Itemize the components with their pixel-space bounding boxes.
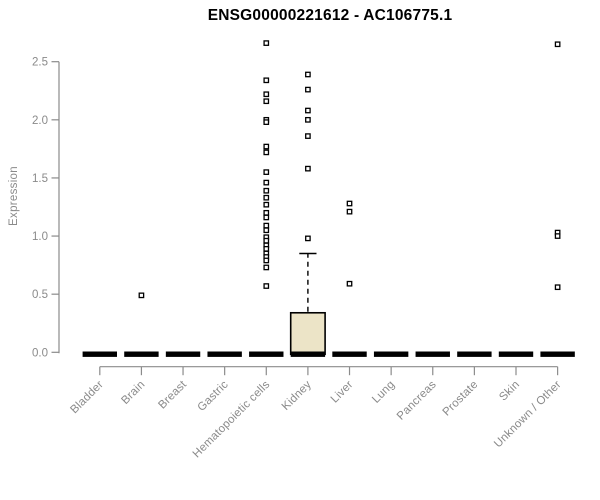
outlier-point	[263, 227, 270, 234]
outlier-point	[305, 86, 311, 93]
outlier-point	[263, 201, 270, 208]
outlier-point	[263, 98, 270, 105]
median-bar	[82, 351, 117, 357]
outlier-point	[554, 233, 561, 239]
x-category-label: Pancreas	[395, 379, 439, 423]
median-bar	[332, 351, 367, 357]
x-category-label: Lung	[370, 379, 397, 406]
x-category-label: Prostate	[441, 379, 481, 419]
y-tick-label: 0.5	[32, 289, 48, 301]
outlier-point	[263, 169, 270, 175]
outlier-point	[305, 107, 311, 114]
x-category-label: Gastric	[196, 379, 231, 414]
outlier-point	[263, 257, 270, 264]
x-category-label: Breast	[156, 378, 189, 411]
median-bar	[540, 351, 575, 357]
outlier-point	[263, 119, 270, 125]
outlier-point	[263, 91, 270, 98]
x-category-label: Skin	[497, 379, 522, 404]
median-bar	[165, 351, 201, 357]
outlier-point	[346, 208, 353, 215]
x-category-label: Liver	[329, 379, 356, 406]
chart-title: ENSG00000221612 - AC106775.1	[207, 7, 453, 24]
outlier-point	[263, 283, 270, 289]
outlier-point	[305, 116, 311, 123]
median-bar	[373, 351, 409, 357]
outlier-point	[263, 214, 270, 221]
y-tick-label: 2.5	[32, 57, 48, 69]
x-category-label: Kidney	[280, 379, 314, 413]
outlier-point	[138, 292, 145, 299]
outlier-point	[346, 200, 353, 207]
outlier-point	[263, 237, 270, 244]
box	[289, 311, 326, 356]
outlier-point	[346, 280, 353, 287]
median-bar	[124, 351, 159, 357]
outlier-point	[305, 235, 311, 242]
y-tick-label: 0.0	[32, 347, 48, 359]
outlier-point	[263, 143, 270, 150]
outlier-point	[263, 77, 270, 84]
outlier-point	[263, 222, 270, 229]
y-tick-label: 1.5	[32, 173, 48, 185]
x-category-label: Bladder	[68, 379, 106, 417]
median-bar	[457, 351, 492, 357]
outlier-point	[554, 41, 561, 48]
outlier-point	[263, 179, 270, 186]
median-bar	[207, 351, 242, 357]
y-tick-label: 2.0	[32, 115, 48, 127]
outlier-point	[305, 165, 311, 172]
median-bar	[415, 351, 450, 357]
outlier-point	[263, 264, 270, 271]
x-category-label: Hematopoietic cells	[191, 379, 273, 461]
median-bar	[498, 351, 534, 357]
outlier-point	[554, 284, 561, 291]
outlier-point	[263, 194, 270, 201]
x-category-label: Brain	[119, 379, 147, 407]
outlier-point	[263, 209, 270, 216]
outlier-point	[263, 149, 270, 156]
outlier-point	[305, 133, 311, 139]
outlier-point	[263, 40, 270, 46]
y-tick-label: 1.0	[32, 231, 48, 243]
median-bar	[249, 351, 284, 357]
outlier-point	[263, 187, 270, 194]
median-bar	[290, 351, 326, 357]
outlier-point	[263, 245, 270, 252]
outlier-point	[305, 71, 311, 78]
